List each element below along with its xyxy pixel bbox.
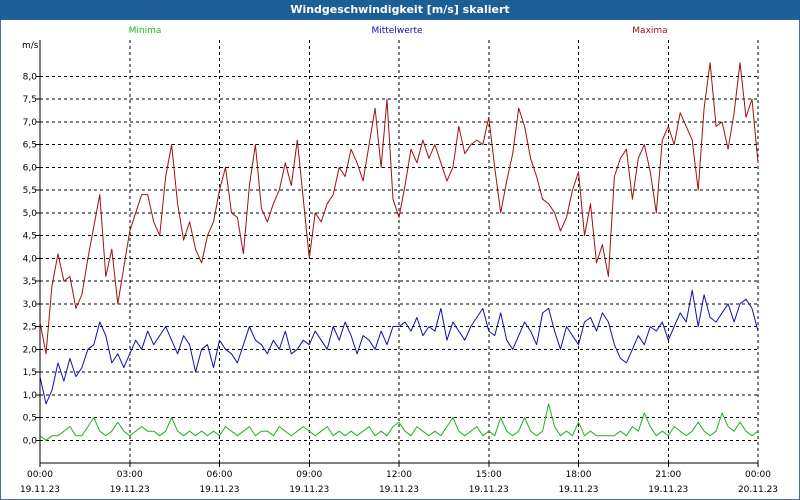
series-lines <box>39 62 759 441</box>
series-line-mittelwerte <box>39 289 759 405</box>
y-axis-label: m/s <box>22 41 39 51</box>
tick-labels: 0,0 0,5 1,0 1,5 2,0 2,5 3,0 3,5 4,0 4,5 5,0 5,5 6,0 6… <box>20 72 778 495</box>
series-line-maxima <box>39 62 759 355</box>
y-tick-label: 2,5 <box>23 323 37 333</box>
y-tick-label: 7,0 <box>23 118 38 128</box>
y-tick-label: 5,0 <box>23 209 38 219</box>
y-tick-label: 5,5 <box>23 186 37 196</box>
x-tick-date: 20.11.23 <box>738 485 778 495</box>
x-tick-date: 19.11.23 <box>289 485 329 495</box>
legend-entry-mittelwerte: Mittelwerte <box>371 26 422 36</box>
y-tick-label: 1,0 <box>23 391 38 401</box>
x-tick-date: 19.11.23 <box>558 485 598 495</box>
series-line-minima <box>39 403 759 441</box>
legend: Minima Mittelwerte Maxima <box>129 26 668 36</box>
y-tick-label: 4,5 <box>23 232 37 242</box>
x-tick-time: 03:00 <box>117 470 143 480</box>
x-tick-date: 19.11.23 <box>648 485 688 495</box>
x-tick-time: 12:00 <box>386 470 412 480</box>
y-tick-label: 6,0 <box>23 163 38 173</box>
x-tick-date: 19.11.23 <box>20 485 60 495</box>
y-tick-label: 7,5 <box>23 95 37 105</box>
y-tick-label: 2,0 <box>23 345 38 355</box>
chart-title: Windgeschwindigkeit [m/s] skaliert <box>290 3 510 16</box>
y-tick-label: 1,5 <box>23 368 37 378</box>
y-tick-label: 4,0 <box>23 254 38 264</box>
x-tick-date: 19.11.23 <box>199 485 239 495</box>
x-tick-date: 19.11.23 <box>469 485 509 495</box>
x-tick-time: 00:00 <box>27 470 53 480</box>
legend-entry-minima: Minima <box>129 26 162 36</box>
grid <box>40 40 758 463</box>
legend-entry-maxima: Maxima <box>632 26 667 36</box>
y-tick-label: 8,0 <box>23 72 38 82</box>
x-tick-time: 00:00 <box>745 470 771 480</box>
title-bar <box>0 0 800 20</box>
x-tick-time: 09:00 <box>296 470 322 480</box>
x-tick-date: 19.11.23 <box>110 485 150 495</box>
x-tick-time: 15:00 <box>476 470 502 480</box>
x-tick-time: 21:00 <box>655 470 681 480</box>
x-tick-time: 06:00 <box>207 470 233 480</box>
y-tick-label: 3,5 <box>23 277 37 287</box>
x-tick-time: 18:00 <box>566 470 592 480</box>
axes <box>36 40 759 467</box>
y-tick-label: 6,5 <box>23 141 37 151</box>
x-tick-date: 19.11.23 <box>379 485 419 495</box>
y-tick-label: 0,0 <box>23 436 38 446</box>
y-tick-label: 3,0 <box>23 300 38 310</box>
y-tick-label: 0,5 <box>23 414 37 424</box>
